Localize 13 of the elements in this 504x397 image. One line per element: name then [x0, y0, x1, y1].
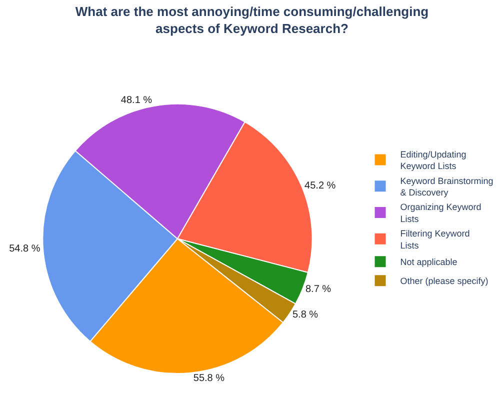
- data-label: 48.1 %: [120, 94, 152, 106]
- legend-label: Filtering Keyword Lists: [400, 228, 470, 250]
- legend-label: Keyword Brainstorming & Discovery: [400, 176, 494, 198]
- legend-label: Organizing Keyword Lists: [400, 202, 482, 224]
- data-label: 54.8 %: [9, 244, 40, 255]
- chart-title: What are the most annoying/time consuming/challenging aspects of Keyword Research?: [75, 4, 429, 36]
- data-label: 55.8 %: [193, 372, 225, 384]
- data-label: 8.7 %: [305, 284, 332, 295]
- legend-label: Editing/Updating Keyword Lists: [400, 149, 466, 172]
- legend-label: Other (please specify): [400, 276, 488, 286]
- data-label: 5.8 %: [292, 310, 318, 321]
- data-label: 45.2 %: [304, 180, 336, 192]
- legend-label: Not applicable: [400, 257, 458, 268]
